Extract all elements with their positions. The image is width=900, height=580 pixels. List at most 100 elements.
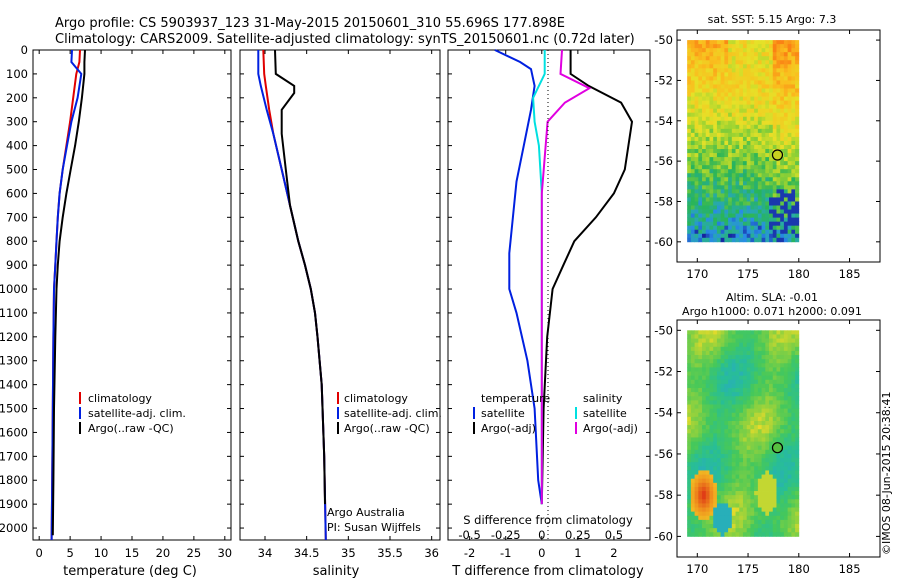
heatmap-cell (750, 84, 755, 89)
heatmap-cell (724, 396, 729, 401)
heatmap-cell (742, 470, 748, 475)
heatmap-cell (709, 507, 714, 513)
heatmap-cell (761, 338, 766, 344)
depth-tick-label: 100 (6, 67, 28, 81)
heatmap-cell (772, 371, 777, 377)
heatmap-cell (783, 338, 789, 344)
heatmap-cell (720, 466, 725, 471)
heatmap-cell (757, 367, 762, 372)
heatmap-cell (694, 132, 699, 138)
heatmap-cell (694, 495, 699, 500)
heatmap-cell (791, 104, 796, 110)
heatmap-cell (735, 396, 740, 401)
heatmap-cell (791, 350, 796, 356)
heatmap-cell (761, 503, 766, 508)
heatmap-cell (783, 72, 789, 77)
heatmap-cell (716, 213, 722, 219)
heatmap-cell (713, 128, 718, 134)
heatmap-cell (783, 112, 789, 118)
heatmap-cell (761, 453, 766, 459)
heatmap-cell (709, 388, 714, 393)
heatmap-cell (739, 453, 744, 459)
heatmap-cell (750, 503, 755, 508)
heatmap-cell (739, 507, 744, 513)
heatmap-cell (724, 400, 729, 405)
heatmap-cell (705, 388, 710, 393)
heatmap-cell (705, 52, 710, 57)
heatmap-cell (713, 157, 718, 162)
heatmap-cell (739, 213, 744, 219)
heatmap-cell (772, 209, 777, 214)
heatmap-cell (739, 140, 744, 146)
heatmap-cell (750, 524, 755, 529)
heatmap-cell (795, 225, 800, 231)
heatmap-cell (772, 532, 777, 537)
heatmap-cell (780, 112, 785, 118)
heatmap-cell (724, 140, 729, 146)
heatmap-cell (716, 462, 722, 467)
heatmap-cell (735, 375, 740, 381)
heatmap-cell (780, 437, 785, 442)
heatmap-cell (702, 181, 707, 186)
heatmap-cell (742, 425, 748, 430)
heatmap-cell (795, 161, 800, 166)
heatmap-cell (690, 367, 695, 372)
heatmap-cell (776, 76, 781, 81)
heatmap-cell (783, 466, 789, 471)
heatmap-cell (709, 197, 714, 202)
heatmap-cell (750, 511, 755, 517)
heatmap-cell (746, 532, 751, 537)
heatmap-cell (754, 437, 759, 442)
heatmap-cell (716, 453, 722, 459)
heatmap-cell (702, 458, 707, 463)
heatmap-cell (765, 60, 770, 65)
heatmap-cell (709, 128, 714, 134)
heatmap-cell (720, 515, 725, 521)
heatmap-cell (787, 116, 792, 122)
heatmap-cell (702, 120, 707, 126)
heatmap-cell (769, 173, 774, 178)
heatmap-cell (787, 466, 792, 471)
heatmap-cell (754, 367, 759, 372)
heatmap-cell (772, 482, 777, 488)
depth-tick-label: 1800 (0, 473, 28, 487)
heatmap-cell (739, 161, 744, 166)
heatmap-cell (728, 470, 733, 475)
heatmap-cell (772, 363, 777, 368)
heatmap-cell (713, 197, 718, 202)
heatmap-cell (709, 144, 714, 150)
heatmap-cell (728, 205, 733, 210)
lon-tick-label: 175 (737, 562, 759, 576)
heatmap-cell (690, 519, 695, 525)
heatmap-cell (720, 355, 725, 360)
heatmap-cell (702, 482, 707, 488)
heatmap-cell (787, 532, 792, 537)
heatmap-cell (702, 48, 707, 53)
heatmap-cell (735, 140, 740, 146)
heatmap-cell (772, 144, 777, 150)
heatmap-cell (705, 412, 710, 418)
heatmap-cell (746, 507, 751, 513)
heatmap-cell (742, 237, 748, 243)
heatmap-cell (687, 478, 692, 484)
heatmap-cell (702, 100, 707, 106)
heatmap-cell (690, 375, 695, 381)
heatmap-cell (720, 383, 725, 389)
heatmap-cell (694, 482, 699, 488)
heatmap-cell (728, 338, 733, 344)
heatmap-cell (795, 185, 800, 190)
heatmap-cell (754, 441, 759, 447)
heatmap-cell (754, 515, 759, 521)
heatmap-cell (687, 221, 692, 227)
heatmap-cell (769, 96, 774, 101)
heatmap-cell (694, 225, 699, 231)
heatmap-cell (761, 124, 766, 130)
heatmap-cell (791, 491, 796, 496)
heatmap-cell (709, 68, 714, 73)
heatmap-cell (765, 474, 770, 480)
heatmap-cell (761, 412, 766, 418)
heatmap-cell (754, 48, 759, 53)
heatmap-cell (698, 495, 703, 500)
x2-tick-label: 0.5 (605, 528, 623, 542)
